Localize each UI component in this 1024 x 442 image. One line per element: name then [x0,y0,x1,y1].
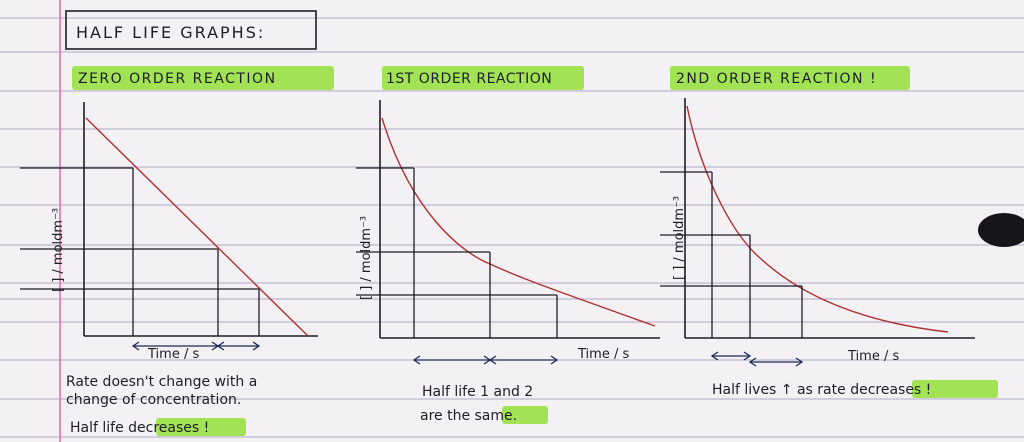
half-life-arrows [710,351,804,367]
y-axis-label: [ ] / moldm⁻³ [672,196,687,280]
x-axis-label: Time / s [147,347,199,362]
panel-second-order: [ ] / moldm⁻³ Time / s Half lives ↑ as r… [660,98,998,398]
panel-first-order: [ ] / moldm⁻³ Time / s Half life 1 and 2… [356,100,660,424]
half-life-arrows [412,355,559,365]
note-highlight [156,418,246,436]
ruled-lines [0,17,1024,438]
panel-3-heading: 2ND ORDER REACTION ! [676,71,877,87]
half-life-arrows [131,341,261,351]
note-line-3: Half life decreases ! [70,420,209,436]
note-line-2: change of concentration. [66,392,241,408]
note-line-1: Rate doesn't change with a [66,374,257,390]
concentration-curve [686,105,949,333]
page-title: HALF LIFE GRAPHS: [76,23,265,42]
title-box [65,10,317,50]
note-line-1: Half life 1 and 2 [422,384,533,400]
binder-hole [978,213,1024,247]
panel-1-heading: ZERO ORDER REACTION [78,71,277,87]
heading-highlights [72,66,910,90]
y-axis-label: [ ] / moldm⁻³ [359,216,374,300]
note-line-1: Half lives ↑ as rate decreases ! [712,382,931,398]
x-axis-label: Time / s [577,347,629,362]
panel-2-heading: 1ST ORDER REACTION [386,71,552,87]
half-life-guides [356,167,558,338]
y-axis-label: [ ] / moldm⁻³ [51,208,66,292]
panel-zero-order: [ ] / moldm⁻³ Time / s Rate doesn't chan… [20,102,318,436]
note-highlight [912,380,998,398]
concentration-line [85,117,309,337]
note-highlight [502,406,548,424]
half-life-guides [660,171,803,338]
half-life-guides [20,167,260,336]
x-axis-label: Time / s [847,349,899,364]
note-line-2: are the same. [420,408,517,424]
